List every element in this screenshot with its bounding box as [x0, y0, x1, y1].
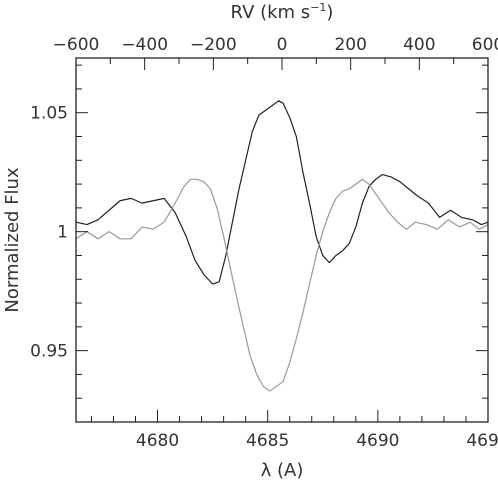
x-axis-title: λ (A) — [261, 460, 304, 481]
top-tick-label: 600 — [472, 35, 498, 55]
top-tick-label: −600 — [53, 35, 100, 55]
y-tick-label: 1.05 — [30, 104, 68, 124]
x-tick-label: 4685 — [246, 431, 289, 451]
series-line-1 — [75, 100, 489, 285]
top-axis-title-close: ) — [326, 2, 333, 23]
y-tick-label: 1 — [57, 223, 68, 243]
y-axis-title: Normalized Flux — [2, 167, 23, 313]
x-tick-label: 4695 — [466, 431, 498, 451]
top-tick-label: 200 — [334, 35, 366, 55]
top-tick-label: −200 — [190, 35, 237, 55]
top-axis-title-main: RV (km s — [231, 2, 311, 23]
x-tick-label: 4690 — [356, 431, 399, 451]
series-line-2 — [75, 178, 489, 392]
top-tick-label: 400 — [403, 35, 435, 55]
y-tick-label: 0.95 — [30, 342, 68, 362]
top-tick-label: 0 — [277, 35, 288, 55]
series-layer — [75, 100, 489, 392]
x-tick-label: 4680 — [136, 431, 179, 451]
top-axis-title-superscript: −1 — [310, 1, 326, 14]
tick-labels-layer: 4680 4685 4690 4695 −600 −400 −200 0 200 400 600 0.… — [30, 35, 498, 451]
top-tick-label: −400 — [121, 35, 168, 55]
top-axis-title: RV (km s−1) — [231, 1, 334, 23]
ticks-layer — [75, 58, 489, 423]
